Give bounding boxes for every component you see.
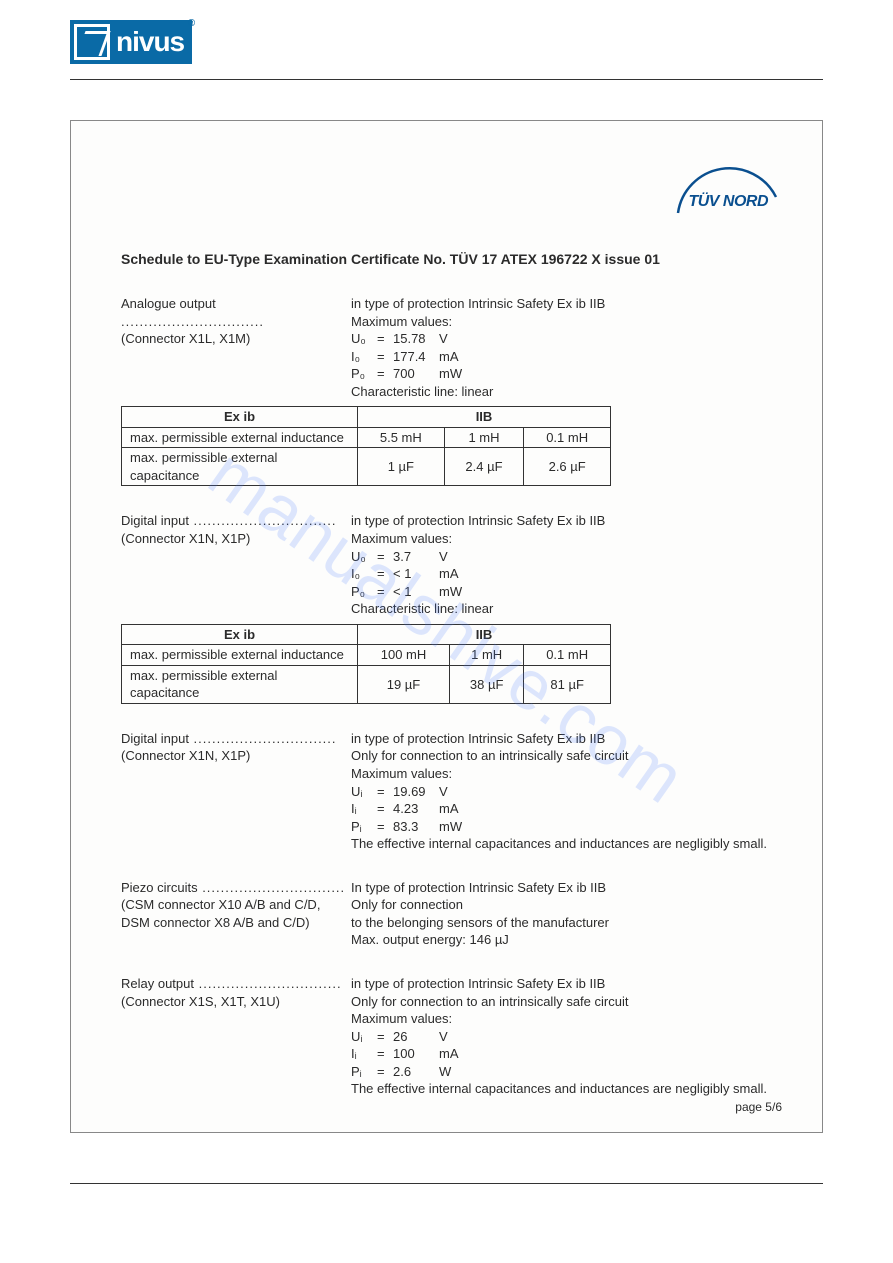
s2-table: Ex ibIIB max. permissible external induc… bbox=[121, 624, 611, 704]
registered-mark: ® bbox=[188, 18, 194, 29]
s1-char: Characteristic line: linear bbox=[351, 383, 772, 401]
s2-title: Digital input bbox=[121, 513, 337, 528]
section-piezo: Piezo circuits (CSM connector X10 A/B an… bbox=[121, 879, 772, 949]
nivus-logo-text: nivus bbox=[116, 26, 184, 58]
certificate-page: TÜV NORD manualshive.com Schedule to EU-… bbox=[70, 120, 823, 1133]
section-relay-output: Relay output (Connector X1S, X1T, X1U) i… bbox=[121, 975, 772, 1098]
s1-maxlabel: Maximum values: bbox=[351, 313, 772, 331]
page-footer: page 5/6 bbox=[735, 1100, 782, 1114]
nivus-logo-mark bbox=[74, 24, 110, 60]
s1-prot: in type of protection Intrinsic Safety E… bbox=[351, 295, 772, 313]
header-bar: nivus ® bbox=[70, 20, 823, 80]
tuv-nord-logo: TÜV NORD bbox=[672, 155, 782, 224]
s4-title: Piezo circuits bbox=[121, 880, 345, 895]
s3-sub: (Connector X1N, X1P) bbox=[121, 748, 250, 763]
schedule-heading: Schedule to EU-Type Examination Certific… bbox=[121, 251, 772, 267]
s5-title: Relay output bbox=[121, 976, 342, 991]
s1-sub: (Connector X1L, X1M) bbox=[121, 331, 250, 346]
s1-title: Analogue output bbox=[121, 296, 264, 329]
tuv-nord-text: TÜV NORD bbox=[688, 193, 768, 211]
bottom-rule bbox=[70, 1183, 823, 1184]
section-analogue-output: Analogue output (Connector X1L, X1M) in … bbox=[121, 295, 772, 486]
s2-sub: (Connector X1N, X1P) bbox=[121, 531, 250, 546]
section-digital-input-out: Digital input (Connector X1N, X1P) in ty… bbox=[121, 512, 772, 703]
s1-table: Ex ibIIB max. permissible external induc… bbox=[121, 406, 611, 486]
s3-title: Digital input bbox=[121, 731, 337, 746]
nivus-logo: nivus ® bbox=[70, 20, 192, 64]
section-digital-input-in: Digital input (Connector X1N, X1P) in ty… bbox=[121, 730, 772, 853]
